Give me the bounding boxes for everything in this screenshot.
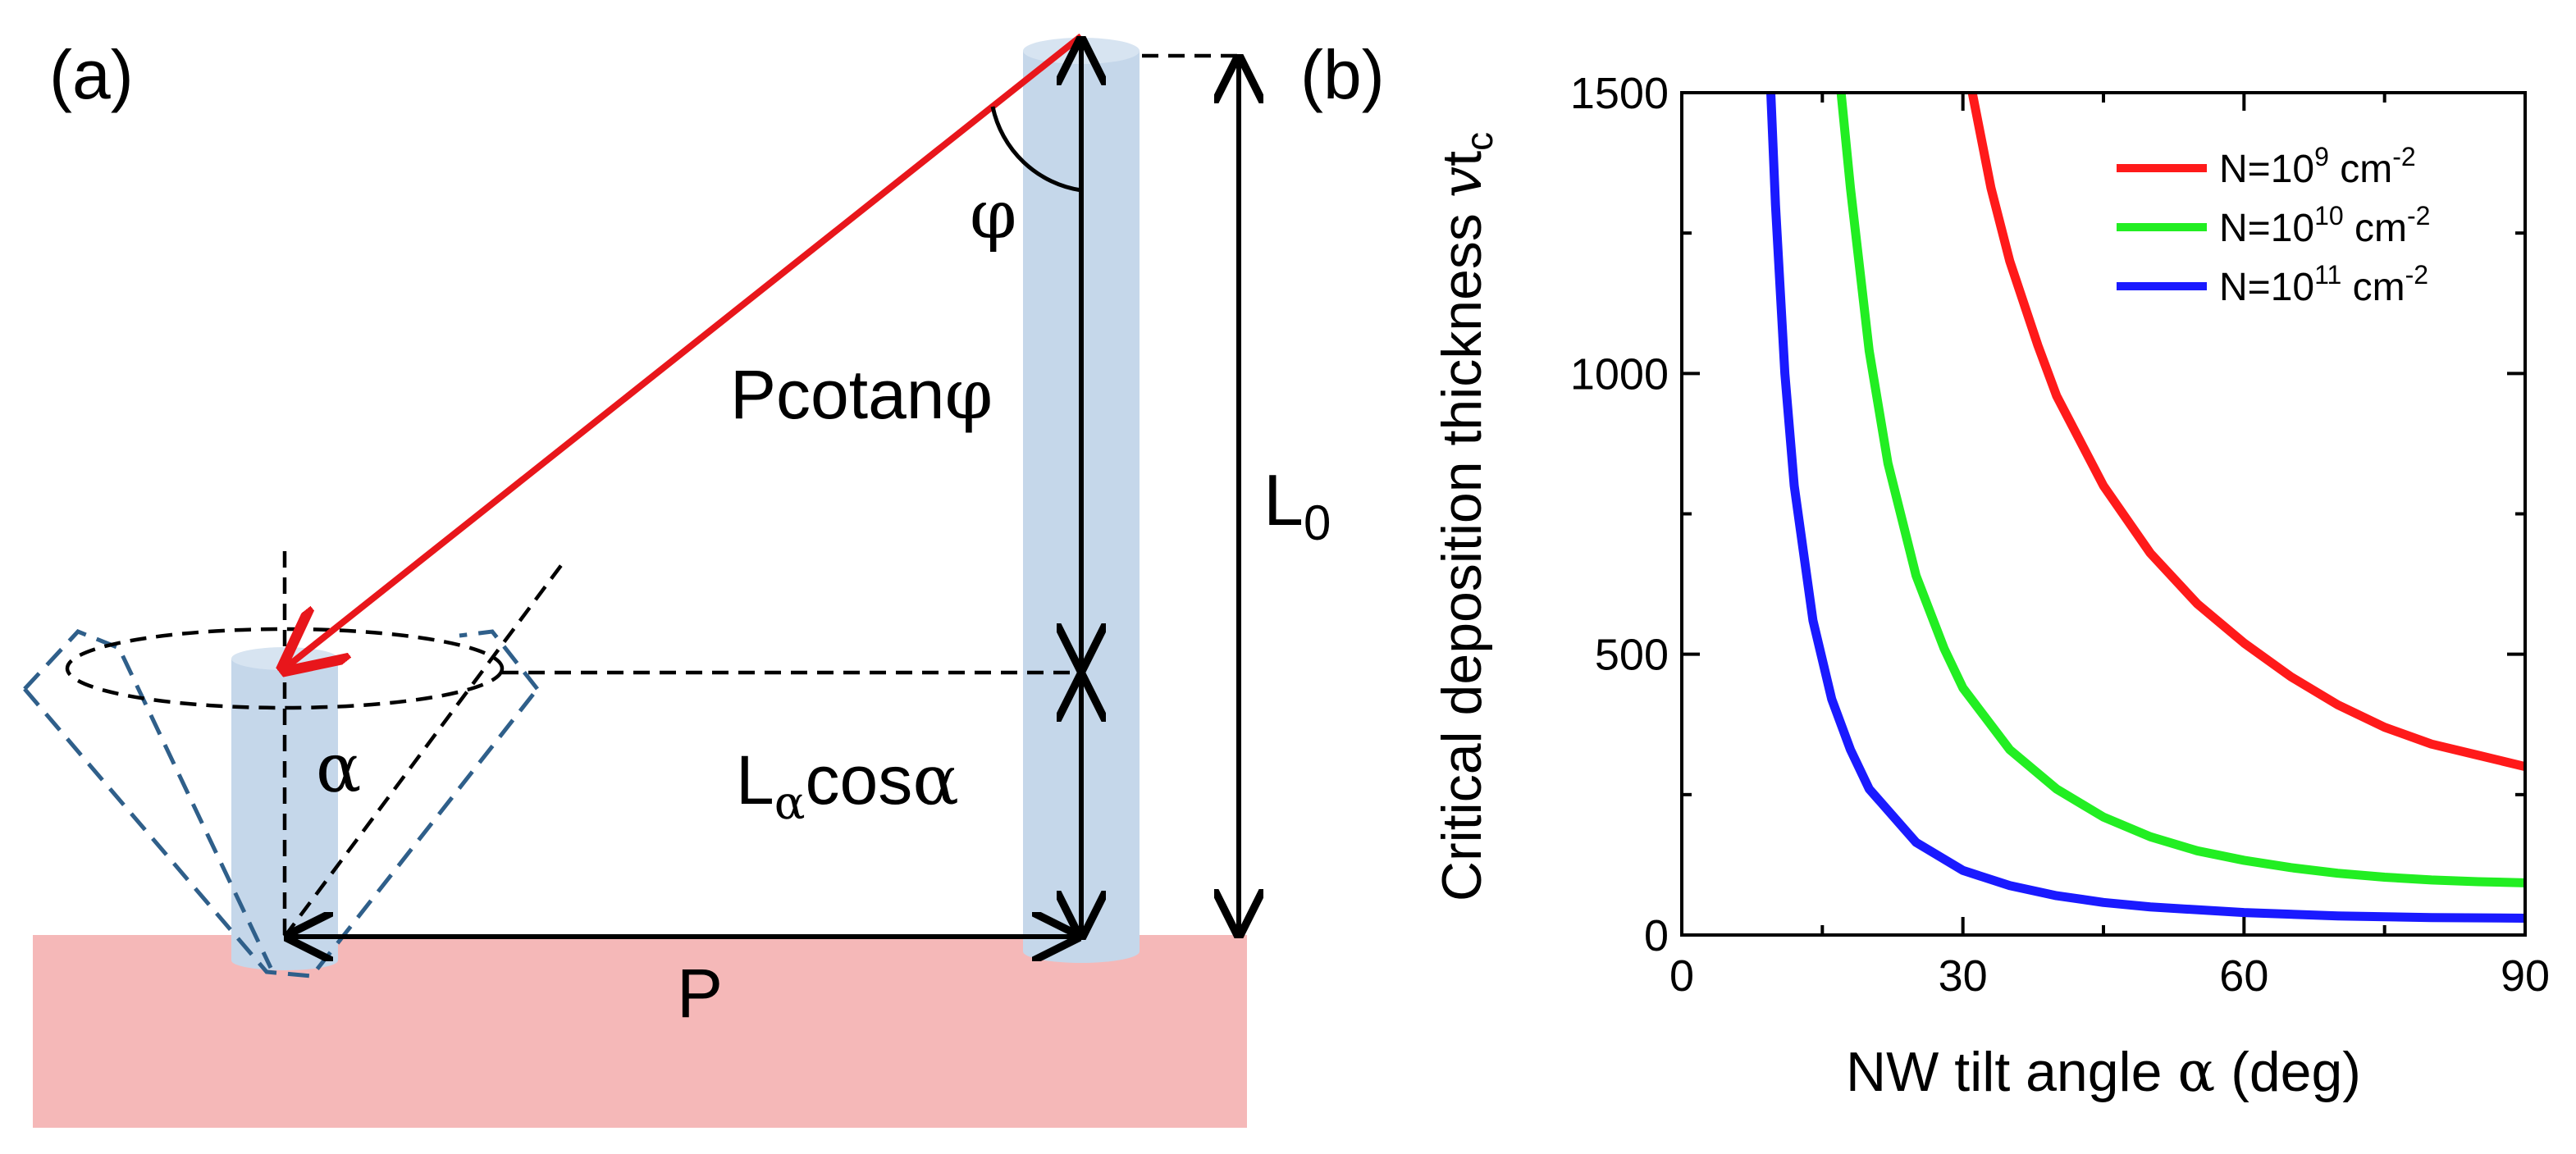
pcotan-label: Pcotanφ	[730, 354, 993, 435]
p-label: P	[677, 955, 723, 1032]
panel-a-label: (a)	[49, 36, 134, 113]
phi-label: φ	[970, 176, 1016, 254]
legend: N=109 cm-2 N=1010 cm-2 N=1011 cm-2	[2117, 142, 2430, 309]
series-line-2	[1836, 93, 2525, 887]
y-tick-label: 0	[1644, 911, 1669, 960]
x-tick-label: 0	[1669, 951, 1694, 1001]
lcos-label: Lαcosα	[736, 740, 959, 830]
panel-b-label: (b)	[1300, 36, 1385, 113]
legend-label-1: N=109 cm-2	[2219, 142, 2416, 191]
phi-angle-arc	[990, 106, 1082, 193]
legend-label-3: N=1011 cm-2	[2219, 260, 2428, 309]
x-tick-label: 30	[1939, 951, 1988, 1001]
l0-label: L0	[1263, 459, 1331, 550]
substrate	[33, 935, 1247, 1128]
x-axis-label: NW tilt angle α (deg)	[1846, 1040, 2361, 1105]
x-tick-label: 60	[2219, 951, 2268, 1001]
legend-label-2: N=1010 cm-2	[2219, 201, 2430, 250]
x-tick-label: 90	[2501, 951, 2550, 1001]
incident-ray-arrow	[285, 33, 1084, 668]
series-line-1	[1967, 93, 2525, 772]
series-line-3	[1766, 93, 2525, 923]
axes-layer: 0 30 60 90 0 500 1000 1500	[1570, 69, 2550, 1001]
panel-a-diagram: (a)	[23, 33, 1331, 1128]
rotation-cone	[23, 629, 539, 978]
dimension-arrows	[289, 41, 1239, 937]
alpha-label: α	[316, 730, 361, 808]
panel-b-chart: (b) 0 30 60 90 0 500 1000 1500 Critical deposit…	[1300, 36, 2550, 1105]
series-layer	[1766, 93, 2525, 923]
y-tick-label: 500	[1595, 631, 1669, 680]
y-axis-label: Critical deposition thickness vtc	[1430, 132, 1500, 901]
y-tick-label: 1500	[1570, 69, 1669, 118]
y-tick-label: 1000	[1570, 349, 1669, 399]
